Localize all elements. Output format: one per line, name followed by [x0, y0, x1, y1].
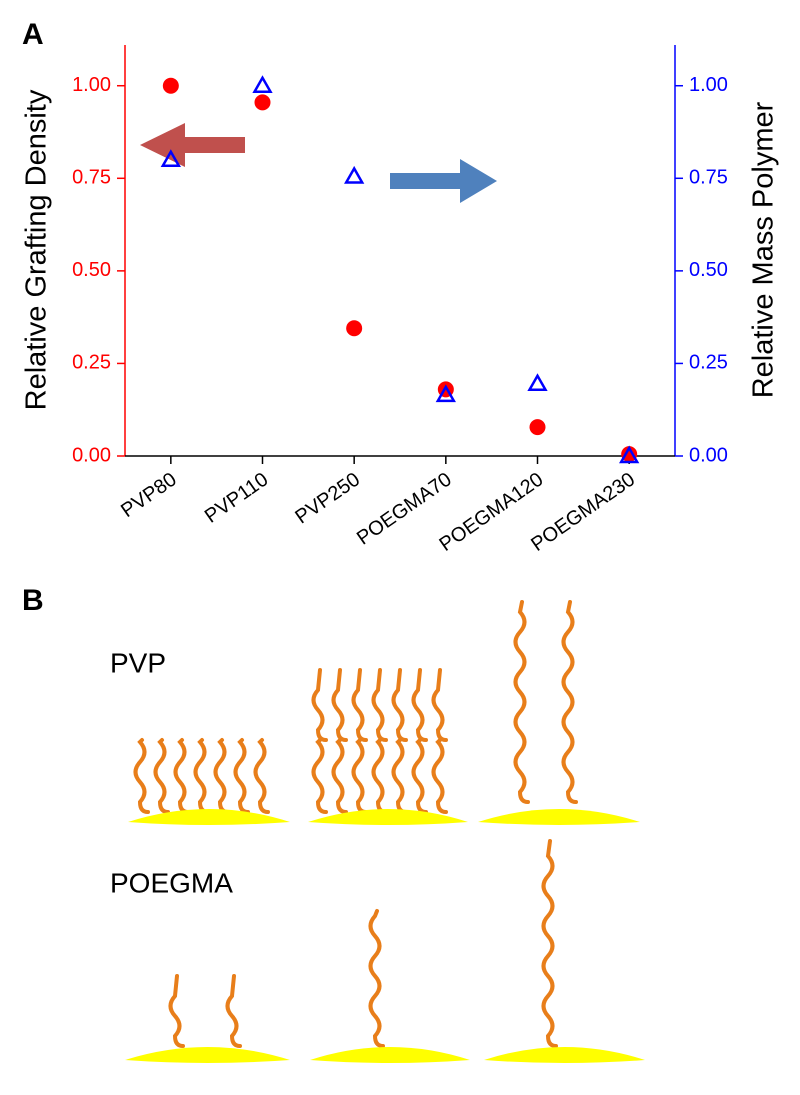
polymer-chain [391, 738, 408, 814]
row-label: POEGMA [110, 867, 233, 898]
polymer-chain [541, 839, 558, 1048]
data-point [527, 373, 548, 392]
polymer-chain [225, 974, 242, 1048]
polymer-chain [253, 738, 270, 814]
surface [308, 809, 468, 825]
polymer-chain [168, 974, 185, 1048]
surface [128, 809, 290, 825]
y2-tick-label: 0.00 [689, 444, 728, 466]
polymer-chain [368, 909, 385, 1048]
polymer-chain [561, 600, 578, 804]
data-point [254, 94, 271, 111]
polymer-chain [431, 668, 448, 742]
polymer-chain [233, 738, 250, 814]
data-point [160, 149, 181, 168]
data-point [162, 77, 179, 94]
polymer-chain [351, 668, 368, 742]
data-point [529, 419, 546, 436]
panel-label: A [22, 18, 44, 51]
y2-tick-label: 0.25 [689, 352, 728, 374]
y-tick-label: 0.50 [72, 259, 111, 281]
polymer-chain [213, 738, 230, 814]
diagram [125, 600, 645, 1063]
surface [310, 1047, 470, 1063]
polymer-chain [311, 668, 328, 742]
left-arrow [140, 123, 245, 167]
polymer-chain [411, 668, 428, 742]
y-tick-label: 0.75 [72, 167, 111, 189]
polymer-chain [153, 738, 170, 814]
data-point [435, 384, 456, 403]
polymer-chain [351, 738, 368, 814]
row-label: PVP [110, 647, 166, 678]
data-point [619, 445, 640, 464]
surface [484, 1047, 645, 1063]
polymer-chain [371, 738, 388, 814]
polymer-chain [431, 738, 448, 814]
data-point [252, 75, 273, 93]
y2-tick-label: 0.50 [689, 259, 728, 281]
data-point [344, 165, 365, 184]
polymer-chain [331, 668, 348, 742]
polymer-chain [331, 738, 348, 814]
y-tick-label: 0.25 [72, 352, 111, 374]
right-arrow [390, 159, 497, 203]
y2-axis-title: Relative Mass Polymer [748, 101, 780, 398]
surface [125, 1047, 290, 1063]
y-axis-title: Relative Grafting Density [21, 89, 53, 410]
polymer-chain [371, 668, 388, 742]
x-tick-label: PVP80 [117, 468, 181, 522]
polymer-chain [173, 738, 190, 814]
surface [478, 809, 640, 825]
y-tick-label: 1.00 [72, 74, 111, 96]
y2-tick-label: 0.75 [689, 167, 728, 189]
polymer-chain [411, 738, 428, 814]
polymer-chain [391, 668, 408, 742]
x-tick-label: PVP250 [291, 468, 364, 528]
polymer-chain [513, 600, 530, 804]
polymer-chain [311, 738, 328, 814]
y-tick-label: 0.00 [72, 444, 111, 466]
y2-tick-label: 1.00 [689, 74, 728, 96]
x-tick-label: PVP110 [201, 468, 273, 527]
data-point [621, 446, 638, 463]
panel-label: B [22, 584, 44, 617]
polymer-chain [193, 738, 210, 814]
polymer-chain [133, 738, 150, 814]
data-point [346, 320, 363, 337]
